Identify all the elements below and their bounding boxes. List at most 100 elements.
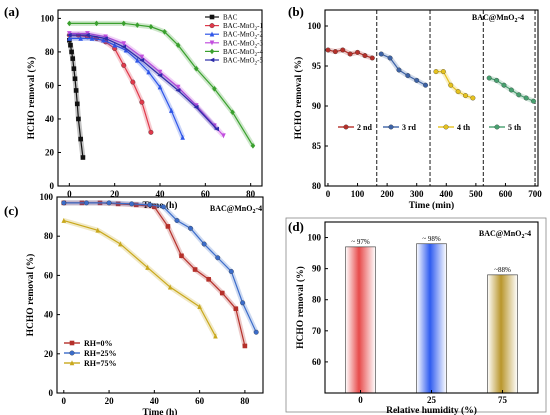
x-tick-label: 600: [499, 189, 513, 199]
y-axis-title: HCHO removal (%): [293, 57, 304, 140]
y-tick-label: 0: [49, 388, 54, 398]
data-point: [215, 255, 221, 261]
data-point: [221, 133, 226, 139]
x-tick-label: 60: [201, 189, 211, 199]
data-point: [325, 47, 331, 53]
data-point: [219, 290, 225, 296]
panel-b: 0 100 200 300 400 500 600 700 80 85 90 95 100 Time (m…: [288, 4, 542, 211]
data-point: [84, 32, 90, 38]
legend-label: 2 nd: [357, 123, 372, 132]
data-point: [83, 200, 89, 206]
data-point: [95, 227, 101, 233]
data-point: [148, 23, 154, 30]
legend-marker: [209, 40, 215, 46]
data-point: [193, 104, 199, 110]
data-point: [179, 253, 184, 259]
data-point: [508, 87, 514, 93]
data-point: [121, 41, 127, 47]
y-tick-label: 100: [308, 21, 322, 31]
data-point: [396, 67, 402, 73]
data-point: [175, 84, 181, 90]
y-tick-label: 20: [44, 349, 54, 359]
x-tick-label: 0: [358, 395, 363, 405]
panel-label: (a): [4, 4, 19, 19]
data-point: [378, 51, 384, 57]
data-point: [253, 329, 259, 335]
data-point: [206, 277, 211, 282]
y-axis-title: HCHO removal (%): [26, 57, 37, 140]
data-point: [162, 28, 167, 35]
x-tick-label: 500: [469, 189, 483, 199]
data-point: [233, 306, 239, 312]
data-point: [242, 343, 248, 349]
data-point: [103, 34, 108, 40]
data-point: [80, 155, 86, 160]
data-point: [240, 300, 246, 306]
panel-d-border: [285, 217, 547, 413]
data-point: [112, 42, 117, 48]
data-point: [347, 51, 353, 57]
x-tick-label: 25: [427, 395, 437, 405]
legend-label: BAC-MnO2-1: [223, 22, 263, 32]
y-tick-label: 90: [312, 264, 322, 274]
y-axis-title: HCHO removal (%): [295, 266, 306, 349]
data-point: [121, 62, 127, 68]
series-glow: [69, 32, 219, 131]
data-point: [157, 69, 163, 75]
panel-a: 0 20 40 60 80 0 20 40 60 80 100 Time (h) HCHO remova…: [4, 4, 263, 211]
x-tick-label: 0: [67, 189, 72, 199]
legend-marker: [209, 23, 215, 29]
y-tick-label: 100: [41, 13, 55, 23]
panel-label: (c): [4, 203, 18, 218]
data-point: [76, 116, 81, 122]
data-point: [139, 99, 145, 105]
y-tick-label: 80: [312, 181, 322, 191]
data-point: [130, 79, 136, 85]
data-point: [121, 20, 127, 27]
series-glow: [69, 35, 185, 139]
y-tick-label: 80: [44, 231, 54, 241]
data-point: [66, 32, 72, 38]
data-point: [145, 264, 150, 270]
legend-marker: [388, 124, 394, 130]
data-point: [135, 22, 140, 28]
panel-label: (d): [288, 219, 304, 234]
data-point: [355, 49, 360, 55]
x-tick-label: 100: [351, 189, 365, 199]
y-tick-label: 60: [45, 80, 55, 90]
data-point: [192, 267, 198, 272]
x-tick-label: 0: [326, 189, 331, 199]
data-point: [423, 82, 429, 88]
data-point: [73, 88, 79, 93]
data-point: [448, 82, 454, 88]
bar-data-label: ~88%: [494, 266, 511, 274]
data-point: [147, 202, 153, 208]
data-point: [157, 84, 163, 90]
data-point: [89, 35, 95, 41]
data-point: [213, 126, 219, 132]
y-tick-label: 100: [40, 192, 54, 202]
data-point: [121, 44, 127, 50]
x-tick-label: 80: [240, 396, 250, 406]
data-point: [160, 204, 166, 210]
x-axis-title: Time (h): [143, 200, 178, 211]
panel-c: 0 20 40 60 80 0 20 40 60 80 100 Time (h) HCHO remova…: [4, 192, 264, 415]
legend-marker: [343, 124, 349, 130]
data-point: [516, 92, 522, 98]
legend-marker: [209, 14, 215, 20]
data-point: [433, 69, 439, 75]
data-point: [414, 77, 420, 83]
plot-frame: [324, 221, 539, 394]
y-tick-label: 85: [312, 141, 322, 151]
data-point: [369, 55, 375, 61]
x-axis-title: Relative humidity (%): [386, 405, 477, 415]
data-point: [106, 200, 112, 206]
x-tick-label: 400: [440, 189, 454, 199]
series-line: [69, 34, 152, 133]
data-point: [213, 333, 218, 339]
data-point: [94, 20, 99, 27]
data-point: [167, 284, 173, 290]
legend-label: BAC-MnO2-3: [223, 39, 263, 49]
data-point: [146, 69, 151, 75]
data-point: [133, 202, 139, 208]
